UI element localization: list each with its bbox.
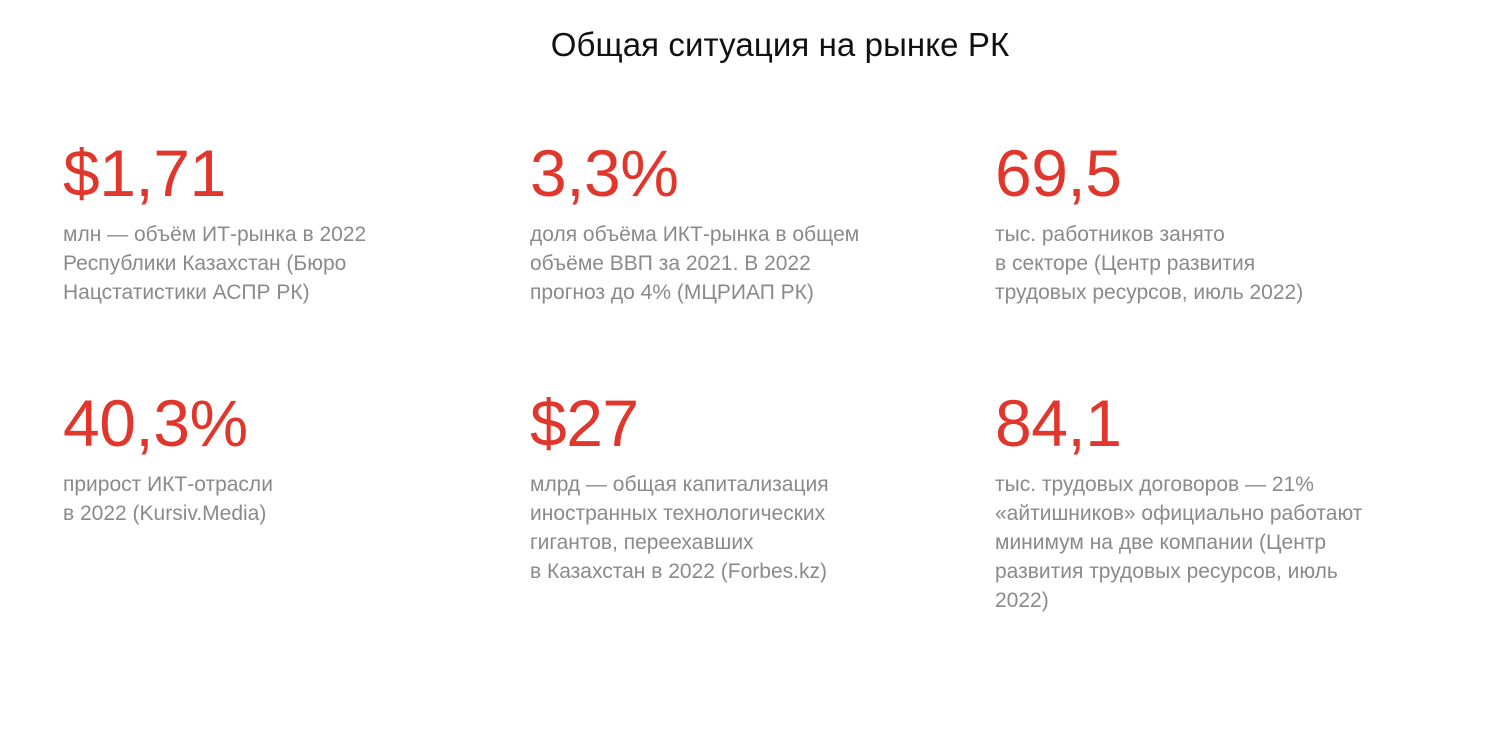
stat-value: 3,3% [530,136,679,210]
stat-it-market-volume: $1,71 млн — объём ИТ-рынка в 2022 Респуб… [63,140,493,307]
stat-sector-workers: 69,5 тыс. работников занято в секторе (Ц… [995,140,1425,307]
stat-value: $1,71 [63,136,226,210]
stat-description: млрд — общая капитализация иностранных т… [530,473,829,583]
stat-value: 84,1 [995,386,1122,460]
stat-description: тыс. трудовых договоров — 21% «айтишнико… [995,473,1363,612]
stat-tech-giants-capitalization: $27 млрд — общая капитализация иностранн… [530,390,960,586]
stat-value: 69,5 [995,136,1122,210]
page-title: Общая ситуация на рынке РК [550,26,1010,63]
stat-ict-growth: 40,3% прирост ИКТ-отрасли в 2022 (Kursiv… [63,390,493,528]
stat-value: $27 [530,386,639,460]
stat-description: тыс. работников занято в секторе (Центр … [995,223,1304,304]
stat-description: доля объёма ИКТ-рынка в общем объёме ВВП… [530,223,860,304]
stat-value: 40,3% [63,386,248,460]
stat-ict-gdp-share: 3,3% доля объёма ИКТ-рынка в общем объём… [530,140,960,307]
stat-description: прирост ИКТ-отрасли в 2022 (Kursiv.Media… [63,473,273,525]
stat-labor-contracts: 84,1 тыс. трудовых договоров — 21% «айти… [995,390,1425,615]
stat-description: млн — объём ИТ-рынка в 2022 Республики К… [63,223,367,304]
